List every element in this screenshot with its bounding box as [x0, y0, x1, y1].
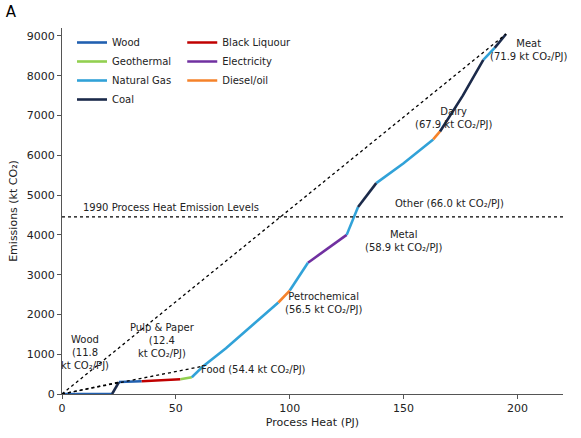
svg-text:Geothermal: Geothermal	[112, 56, 171, 67]
svg-text:200: 200	[507, 402, 528, 415]
svg-text:2000: 2000	[27, 308, 55, 321]
svg-text:9000: 9000	[27, 30, 55, 43]
svg-text:Dairy(67.9 kt CO₂/PJ): Dairy(67.9 kt CO₂/PJ)	[415, 106, 492, 130]
svg-text:1000: 1000	[27, 348, 55, 361]
svg-text:Electricity: Electricity	[222, 56, 272, 67]
svg-text:5000: 5000	[27, 189, 55, 202]
svg-text:A: A	[6, 3, 17, 21]
svg-text:Pulp & Paper(12.4kt CO₂/PJ): Pulp & Paper(12.4kt CO₂/PJ)	[130, 322, 195, 359]
svg-text:3000: 3000	[27, 269, 55, 282]
svg-text:1990 Process Heat Emission Lev: 1990 Process Heat Emission Levels	[83, 202, 259, 213]
svg-text:6000: 6000	[27, 149, 55, 162]
svg-text:Process Heat (PJ): Process Heat (PJ)	[266, 416, 359, 429]
svg-text:50: 50	[169, 402, 183, 415]
svg-text:7000: 7000	[27, 109, 55, 122]
svg-text:0: 0	[48, 388, 55, 401]
svg-text:Petrochemical(56.5 kt CO₂/PJ): Petrochemical(56.5 kt CO₂/PJ)	[285, 291, 362, 315]
svg-text:0: 0	[59, 402, 66, 415]
svg-text:Wood(11.8kt CO₂/PJ): Wood(11.8kt CO₂/PJ)	[61, 334, 109, 371]
svg-text:4000: 4000	[27, 229, 55, 242]
svg-text:Meat(71.9 kt CO₂/PJ): Meat(71.9 kt CO₂/PJ)	[490, 38, 567, 62]
svg-text:Black Liquour: Black Liquour	[222, 37, 291, 48]
svg-text:150: 150	[393, 402, 414, 415]
svg-text:Natural Gas: Natural Gas	[112, 75, 171, 86]
svg-text:Other (66.0 kt CO₂/PJ): Other (66.0 kt CO₂/PJ)	[395, 198, 504, 209]
svg-text:100: 100	[279, 402, 300, 415]
svg-text:Metal(58.9 kt CO₂/PJ): Metal(58.9 kt CO₂/PJ)	[365, 229, 442, 253]
svg-text:Wood: Wood	[112, 37, 140, 48]
svg-text:Food (54.4 kt CO₂/PJ): Food (54.4 kt CO₂/PJ)	[201, 364, 306, 375]
svg-text:Emissions (kt CO₂): Emissions (kt CO₂)	[7, 160, 20, 262]
svg-text:8000: 8000	[27, 70, 55, 83]
svg-text:Diesel/oil: Diesel/oil	[222, 75, 268, 86]
svg-text:Coal: Coal	[112, 94, 134, 105]
